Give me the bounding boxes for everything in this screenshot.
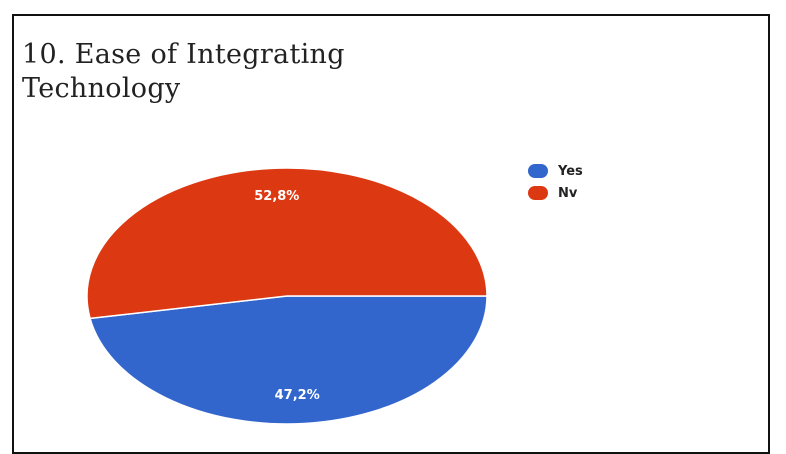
legend-item-nv[interactable]: Nv — [528, 182, 583, 204]
legend-label-yes: Yes — [558, 163, 583, 179]
legend-swatch-nv — [528, 186, 548, 200]
legend-item-yes[interactable]: Yes — [528, 160, 583, 182]
pie-label-nv: 52,8% — [254, 189, 299, 204]
legend-label-nv: Nv — [558, 185, 578, 201]
pie-slice-nv[interactable] — [86, 167, 488, 320]
pie-slice-yes[interactable] — [89, 295, 488, 425]
legend-swatch-yes — [528, 164, 548, 178]
chart-title-line-1: 10. Ease of Integrating — [22, 39, 345, 70]
pie-chart: 47,2% 52,8% — [86, 167, 488, 425]
pie-label-yes: 47,2% — [275, 388, 320, 403]
chart-title-line-2: Technology — [22, 73, 181, 104]
chart-title: 10. Ease of Integrating Technology — [22, 38, 345, 106]
legend: Yes Nv — [528, 160, 583, 204]
